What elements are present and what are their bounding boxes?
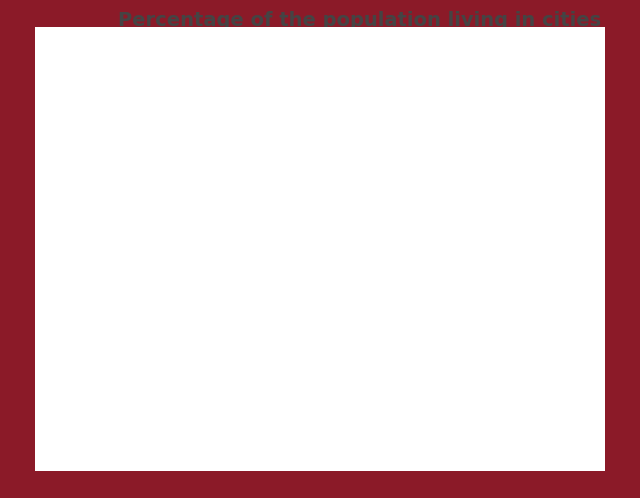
Malaysia: [321, 156, 328, 162]
X-axis label: Year: Year: [346, 443, 374, 458]
Y-axis label: Percentage (%) of total population: Percentage (%) of total population: [74, 107, 88, 346]
Malaysia: [449, 98, 457, 104]
Philippines: [579, 177, 586, 183]
Philippines: [192, 265, 200, 271]
Indonesia: [449, 194, 457, 200]
Philippines: [449, 224, 457, 230]
Thailand: [127, 337, 135, 343]
Malaysia: [514, 72, 522, 78]
Malaysia: [385, 114, 393, 120]
Indonesia: [514, 156, 522, 162]
Line: Malaysia: Malaysia: [129, 64, 585, 292]
Thailand: [321, 287, 328, 293]
Malaysia: [127, 287, 135, 293]
Title: Percentage of the population living in cities: Percentage of the population living in c…: [118, 11, 602, 30]
Thailand: [514, 241, 522, 247]
Thailand: [449, 274, 457, 280]
Indonesia: [127, 354, 135, 360]
Malaysia: [579, 64, 586, 70]
Indonesia: [192, 341, 200, 347]
Philippines: [256, 207, 264, 213]
Philippines: [514, 198, 522, 204]
Thailand: [579, 203, 586, 209]
Philippines: [385, 232, 393, 238]
Philippines: [127, 278, 135, 284]
Indonesia: [579, 144, 586, 150]
Thailand: [385, 278, 393, 284]
Line: Thailand: Thailand: [127, 201, 586, 344]
Indonesia: [385, 232, 393, 238]
Malaysia: [192, 241, 200, 247]
Indonesia: [256, 308, 264, 314]
Philippines: [321, 220, 328, 226]
Malaysia: [256, 220, 264, 226]
Line: Philippines: Philippines: [129, 178, 585, 284]
Legend: Philippines, Malaysia, Thailand, Indonesia: Philippines, Malaysia, Thailand, Indones…: [424, 51, 545, 134]
Line: Indonesia: Indonesia: [128, 143, 586, 361]
Thailand: [256, 287, 264, 293]
Indonesia: [321, 287, 328, 293]
Thailand: [192, 316, 200, 322]
